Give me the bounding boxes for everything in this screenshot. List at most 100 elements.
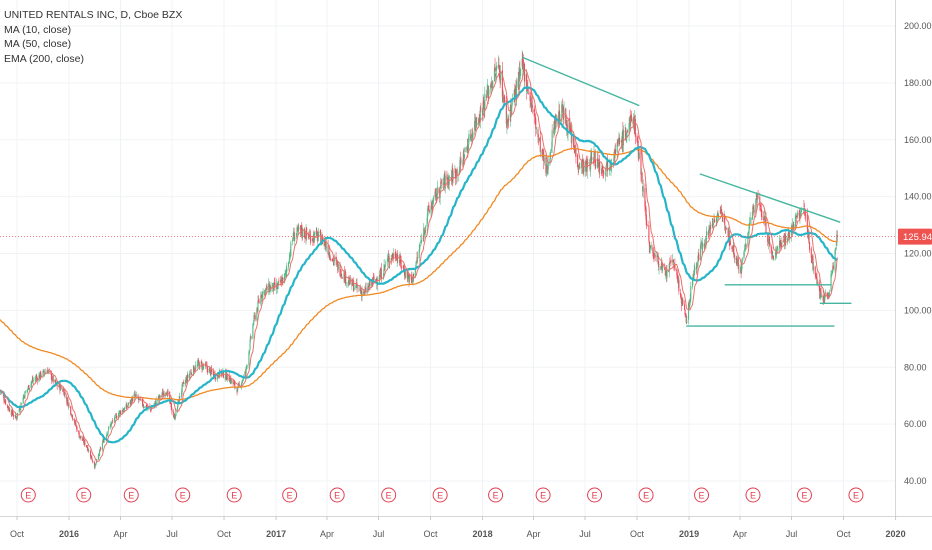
candle-body — [360, 290, 363, 296]
earnings-circle — [488, 487, 504, 503]
candle-body — [46, 371, 48, 373]
candle-body — [577, 165, 579, 170]
candle-body — [642, 186, 644, 193]
candle-body — [463, 154, 466, 159]
candle-body — [695, 266, 697, 270]
legend-ma10[interactable]: MA (10, close) — [4, 23, 72, 36]
candle-body — [347, 280, 350, 285]
candle-body — [780, 245, 782, 246]
candle-body — [91, 459, 93, 461]
earnings-circle — [226, 487, 242, 503]
candle-body — [256, 307, 258, 312]
candle-body — [391, 255, 393, 259]
candle-body — [455, 177, 457, 178]
candle-body — [654, 254, 656, 258]
candle-body — [19, 408, 21, 411]
candle-body — [191, 373, 193, 375]
x-tick-label: Apr — [733, 529, 747, 539]
candle-body — [31, 381, 33, 384]
candle-body — [539, 136, 541, 152]
candle-body — [18, 408, 20, 413]
candle-body — [313, 235, 315, 242]
candle-body — [693, 270, 695, 276]
candle-body — [254, 315, 256, 316]
trendline — [521, 56, 640, 107]
candle-body — [119, 411, 122, 414]
candle-body — [502, 96, 504, 100]
candle-body — [216, 373, 218, 380]
candle-body — [591, 157, 593, 160]
symbol-title[interactable]: UNITED RENTALS INC, D, Cboe BZX — [4, 9, 183, 21]
candle-body — [656, 256, 658, 257]
candle-body — [747, 232, 749, 246]
candle-body — [653, 257, 655, 259]
candle-body — [373, 276, 375, 281]
candle-body — [470, 134, 472, 141]
candle-body — [379, 274, 381, 282]
earnings-marker: E — [123, 487, 139, 503]
candle-body — [723, 214, 725, 223]
candle-body — [434, 191, 436, 198]
candle-body — [426, 217, 428, 227]
candle-body — [115, 415, 118, 419]
candle-body — [123, 407, 126, 411]
candle-body — [234, 381, 236, 387]
candle-body — [300, 226, 302, 231]
candle-body — [476, 122, 478, 125]
legend-ema200[interactable]: EMA (200, close) — [4, 52, 84, 65]
candle-body — [666, 270, 668, 278]
candle-body — [487, 85, 489, 94]
candle-body — [767, 233, 769, 242]
candle-body — [724, 225, 726, 228]
candle-body — [43, 369, 45, 371]
candle-body — [819, 289, 821, 299]
candle-body — [196, 363, 198, 366]
candle-body — [27, 388, 29, 390]
candle-body — [724, 216, 726, 226]
candle-body — [471, 133, 473, 135]
candle-body — [229, 378, 231, 384]
candle-body — [380, 270, 382, 278]
candle-body — [284, 273, 286, 282]
candle-body — [83, 440, 85, 444]
candle-body — [788, 232, 790, 238]
candle-body — [285, 270, 287, 275]
candle-body — [510, 106, 512, 117]
candle-body — [689, 298, 691, 303]
candle-body — [526, 88, 528, 94]
candle-body — [107, 431, 109, 434]
candle-body — [545, 157, 547, 173]
candle-body — [411, 279, 413, 283]
candle-body — [416, 257, 418, 264]
candle-body — [590, 155, 592, 159]
candle-body — [533, 109, 535, 113]
candle-body — [363, 290, 365, 295]
candle-body — [711, 224, 713, 228]
candle-body — [344, 272, 346, 283]
candle-body — [289, 254, 291, 256]
candle-body — [257, 299, 260, 302]
candle-body — [312, 238, 314, 241]
candle-body — [304, 236, 306, 238]
candle-body — [565, 124, 567, 126]
candle-body — [527, 93, 529, 94]
candle-body — [708, 229, 710, 235]
legend-ma50[interactable]: MA (50, close) — [4, 38, 72, 50]
candle-body — [110, 422, 113, 426]
candle-body — [546, 164, 548, 174]
candle-body — [154, 401, 156, 404]
candle-body — [823, 296, 825, 301]
candle-body — [211, 368, 213, 373]
price-axis[interactable]: 40.00 60.00 80.00 100.00 120.00 140.00 160.00 1… — [904, 21, 932, 486]
candle-body — [467, 144, 469, 149]
candle-body — [665, 271, 667, 277]
time-axis[interactable]: Oct 2016 Apr Jul Oct 2017 Apr Jul Oct 2018 Apr Jul O… — [10, 516, 906, 539]
candle-body — [67, 399, 69, 407]
candle-body — [359, 289, 361, 290]
earnings-circle — [694, 487, 710, 503]
candle-body — [320, 234, 322, 246]
candle-body — [436, 186, 438, 199]
candle-body — [779, 240, 781, 249]
